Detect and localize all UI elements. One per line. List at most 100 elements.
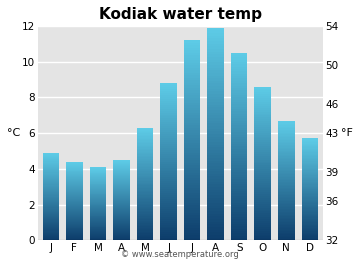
Bar: [184, 93, 201, 95]
Bar: [255, 185, 271, 186]
Bar: [231, 200, 247, 203]
Bar: [160, 205, 177, 207]
Bar: [207, 161, 224, 163]
Bar: [42, 222, 59, 223]
Bar: [113, 228, 130, 229]
Bar: [231, 111, 247, 114]
Bar: [207, 68, 224, 70]
Bar: [184, 193, 201, 195]
Bar: [184, 238, 201, 240]
Bar: [278, 133, 294, 134]
Bar: [255, 140, 271, 142]
Bar: [113, 233, 130, 234]
Bar: [90, 226, 106, 228]
Bar: [137, 236, 153, 237]
Bar: [255, 119, 271, 121]
Bar: [184, 68, 201, 70]
Bar: [184, 180, 201, 183]
Bar: [184, 40, 201, 43]
Bar: [90, 223, 106, 224]
Bar: [137, 181, 153, 183]
Bar: [255, 179, 271, 181]
Bar: [302, 188, 318, 189]
Bar: [302, 194, 318, 196]
Bar: [184, 190, 201, 193]
Bar: [66, 168, 83, 170]
Bar: [231, 95, 247, 97]
Bar: [90, 190, 106, 191]
Bar: [207, 174, 224, 177]
Bar: [184, 85, 201, 88]
Bar: [278, 137, 294, 139]
Bar: [278, 213, 294, 215]
Bar: [184, 235, 201, 238]
Bar: [255, 198, 271, 200]
Bar: [90, 183, 106, 184]
Bar: [113, 227, 130, 228]
Bar: [207, 219, 224, 222]
Bar: [42, 186, 59, 187]
Bar: [137, 170, 153, 171]
Bar: [160, 211, 177, 213]
Bar: [137, 195, 153, 197]
Bar: [160, 99, 177, 101]
Bar: [184, 183, 201, 185]
Bar: [207, 145, 224, 147]
Bar: [66, 234, 83, 235]
Bar: [160, 236, 177, 238]
Bar: [160, 185, 177, 187]
Bar: [302, 141, 318, 142]
Bar: [207, 200, 224, 203]
Bar: [184, 115, 201, 118]
Bar: [184, 55, 201, 58]
Bar: [207, 92, 224, 94]
Bar: [42, 168, 59, 169]
Bar: [137, 140, 153, 142]
Bar: [255, 165, 271, 167]
Bar: [278, 131, 294, 133]
Bar: [302, 182, 318, 183]
Bar: [42, 229, 59, 230]
Bar: [137, 229, 153, 230]
Bar: [184, 208, 201, 210]
Bar: [160, 107, 177, 109]
Bar: [255, 183, 271, 185]
Bar: [90, 200, 106, 201]
Bar: [137, 180, 153, 181]
Bar: [113, 167, 130, 168]
Bar: [302, 234, 318, 235]
Bar: [90, 168, 106, 169]
Bar: [278, 188, 294, 189]
Bar: [113, 207, 130, 208]
Bar: [113, 235, 130, 236]
Bar: [231, 125, 247, 128]
Bar: [278, 210, 294, 212]
Bar: [160, 130, 177, 132]
Bar: [255, 102, 271, 104]
Bar: [184, 65, 201, 68]
Bar: [90, 184, 106, 185]
Bar: [255, 127, 271, 129]
Bar: [207, 107, 224, 110]
Bar: [231, 214, 247, 217]
Bar: [184, 123, 201, 125]
Bar: [42, 193, 59, 194]
Bar: [184, 218, 201, 220]
Bar: [160, 179, 177, 181]
Bar: [231, 156, 247, 158]
Bar: [42, 215, 59, 216]
Bar: [231, 79, 247, 81]
Bar: [278, 219, 294, 221]
Bar: [42, 161, 59, 162]
Bar: [90, 213, 106, 214]
Bar: [137, 154, 153, 156]
Bar: [42, 217, 59, 218]
Bar: [66, 216, 83, 217]
Bar: [66, 164, 83, 165]
Bar: [231, 158, 247, 161]
Bar: [113, 239, 130, 240]
Bar: [255, 188, 271, 190]
Bar: [231, 104, 247, 107]
Bar: [231, 132, 247, 135]
Bar: [207, 168, 224, 171]
